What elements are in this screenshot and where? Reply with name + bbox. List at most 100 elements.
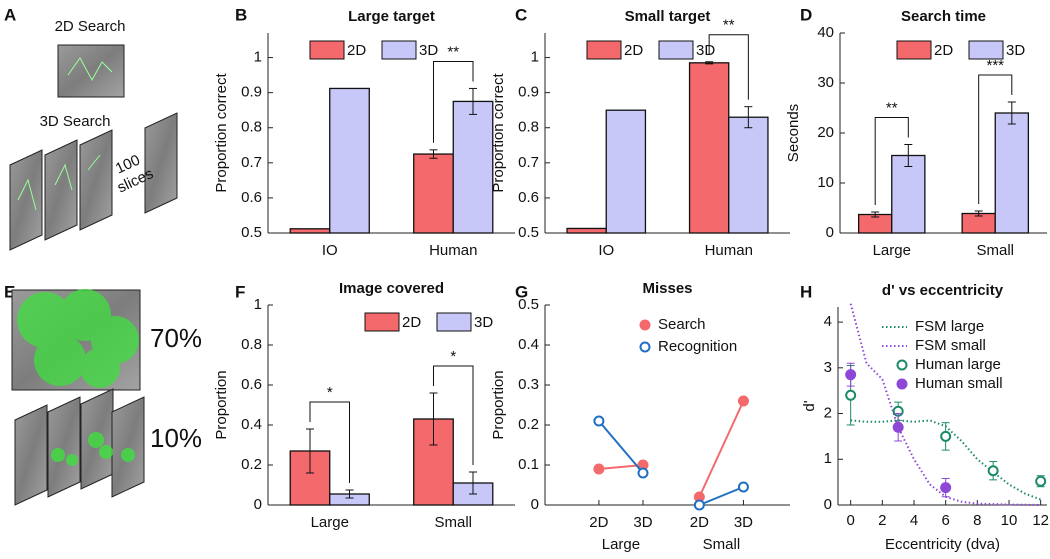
y-tick-label: 0.7 (518, 154, 539, 171)
chart-title: Image covered (339, 280, 444, 297)
x-tick-label: 2D (589, 514, 608, 531)
bar (994, 112, 1030, 234)
x-tick-label: IO (598, 242, 614, 259)
y-tick-label: 2 (824, 405, 832, 422)
x-tick-label: 3D (633, 514, 652, 531)
x-tick-label: 12 (1032, 512, 1049, 529)
significance-label: ** (723, 17, 735, 34)
significance-label: ** (886, 99, 898, 116)
panel-letter: A (4, 5, 16, 24)
search-image (57, 44, 125, 98)
y-tick-label: 0 (824, 496, 832, 513)
y-tick-label: 0.5 (241, 224, 262, 241)
y-tick-label: 0.2 (241, 456, 262, 473)
legend-label: 3D (474, 314, 493, 331)
bar (891, 154, 926, 234)
data-point (693, 499, 705, 511)
y-tick-label: 20 (817, 124, 834, 141)
data-point (593, 463, 605, 475)
group-label: Large (602, 536, 640, 553)
significance-label: * (327, 384, 333, 401)
legend-swatch (658, 40, 694, 60)
legend-label: FSM small (915, 337, 986, 354)
data-point (845, 369, 857, 381)
x-tick-label: 3D (734, 514, 753, 531)
panel-letter: C (515, 5, 527, 24)
y-tick-label: 0 (826, 224, 834, 241)
y-axis-label: d' (801, 400, 818, 411)
significance-label: * (450, 348, 456, 365)
data-point (940, 430, 952, 442)
legend-label: Human large (915, 356, 1001, 373)
data-point (637, 467, 649, 479)
significance-bracket (432, 365, 474, 465)
x-tick-label: Human (429, 242, 477, 259)
image-caption: 3D Search (40, 113, 111, 130)
line-segment (698, 486, 744, 506)
chart-title: d' vs eccentricity (882, 282, 1004, 299)
x-tick-label: Large (311, 514, 349, 531)
x-tick-label: 6 (941, 512, 949, 529)
legend-label: 3D (696, 42, 715, 59)
y-tick-label: 0.3 (518, 376, 539, 393)
slice-stack (9, 112, 178, 251)
legend-label: 3D (1006, 42, 1025, 59)
x-tick-label: 8 (973, 512, 981, 529)
legend-label: 2D (402, 314, 421, 331)
y-axis-label: Proportion (490, 370, 507, 439)
y-tick-label: 1 (254, 49, 262, 66)
y-tick-label: 0.5 (518, 224, 539, 241)
data-point (737, 481, 749, 493)
significance-bracket (309, 401, 351, 483)
legend-sample (896, 359, 908, 371)
data-point (593, 415, 605, 427)
x-tick-label: 4 (910, 512, 918, 529)
y-tick-label: 0 (531, 496, 539, 513)
panel-letter: G (515, 282, 528, 301)
chart-title: Search time (901, 8, 986, 25)
significance-label: *** (986, 57, 1004, 74)
bar (688, 62, 730, 234)
x-tick-label: Small (976, 242, 1014, 259)
data-point (940, 482, 952, 494)
line-segment (698, 400, 745, 498)
y-tick-label: 0 (254, 496, 262, 513)
panel-letter: H (800, 282, 812, 301)
y-axis-label: Proportion correct (490, 73, 507, 193)
line-segment (598, 420, 644, 474)
y-tick-label: 0.6 (518, 189, 539, 206)
legend-label: Search (658, 316, 706, 333)
data-point (737, 395, 749, 407)
legend-swatch (586, 40, 622, 60)
y-axis-label: Proportion (213, 370, 230, 439)
legend-swatch (381, 40, 417, 60)
group-label: Small (703, 536, 741, 553)
panel-letter: E (4, 282, 15, 301)
legend-label: 2D (934, 42, 953, 59)
slice-stack (14, 388, 145, 506)
y-axis-label: Seconds (785, 104, 802, 162)
y-tick-label: 1 (531, 49, 539, 66)
y-tick-label: 1 (824, 450, 832, 467)
panel-letter: D (800, 5, 812, 24)
legend-swatch (364, 312, 400, 332)
data-point (845, 389, 857, 401)
legend-swatch (309, 40, 345, 60)
legend-swatch (896, 40, 932, 60)
model-curve (849, 303, 1041, 506)
bar (452, 100, 494, 234)
y-tick-label: 0.9 (518, 84, 539, 101)
y-tick-label: 0.8 (241, 336, 262, 353)
legend-label: 2D (347, 42, 366, 59)
y-tick-label: 0.7 (241, 154, 262, 171)
significance-bracket (432, 60, 474, 143)
coverage-blobs (17, 289, 139, 388)
y-tick-label: 0.8 (518, 119, 539, 136)
y-tick-label: 0.4 (241, 416, 262, 433)
x-tick-label: Human (705, 242, 753, 259)
significance-label: ** (447, 43, 459, 60)
legend-label: 3D (419, 42, 438, 59)
significance-bracket (708, 34, 749, 100)
legend-label: 2D (624, 42, 643, 59)
chart-title: Large target (348, 8, 435, 25)
